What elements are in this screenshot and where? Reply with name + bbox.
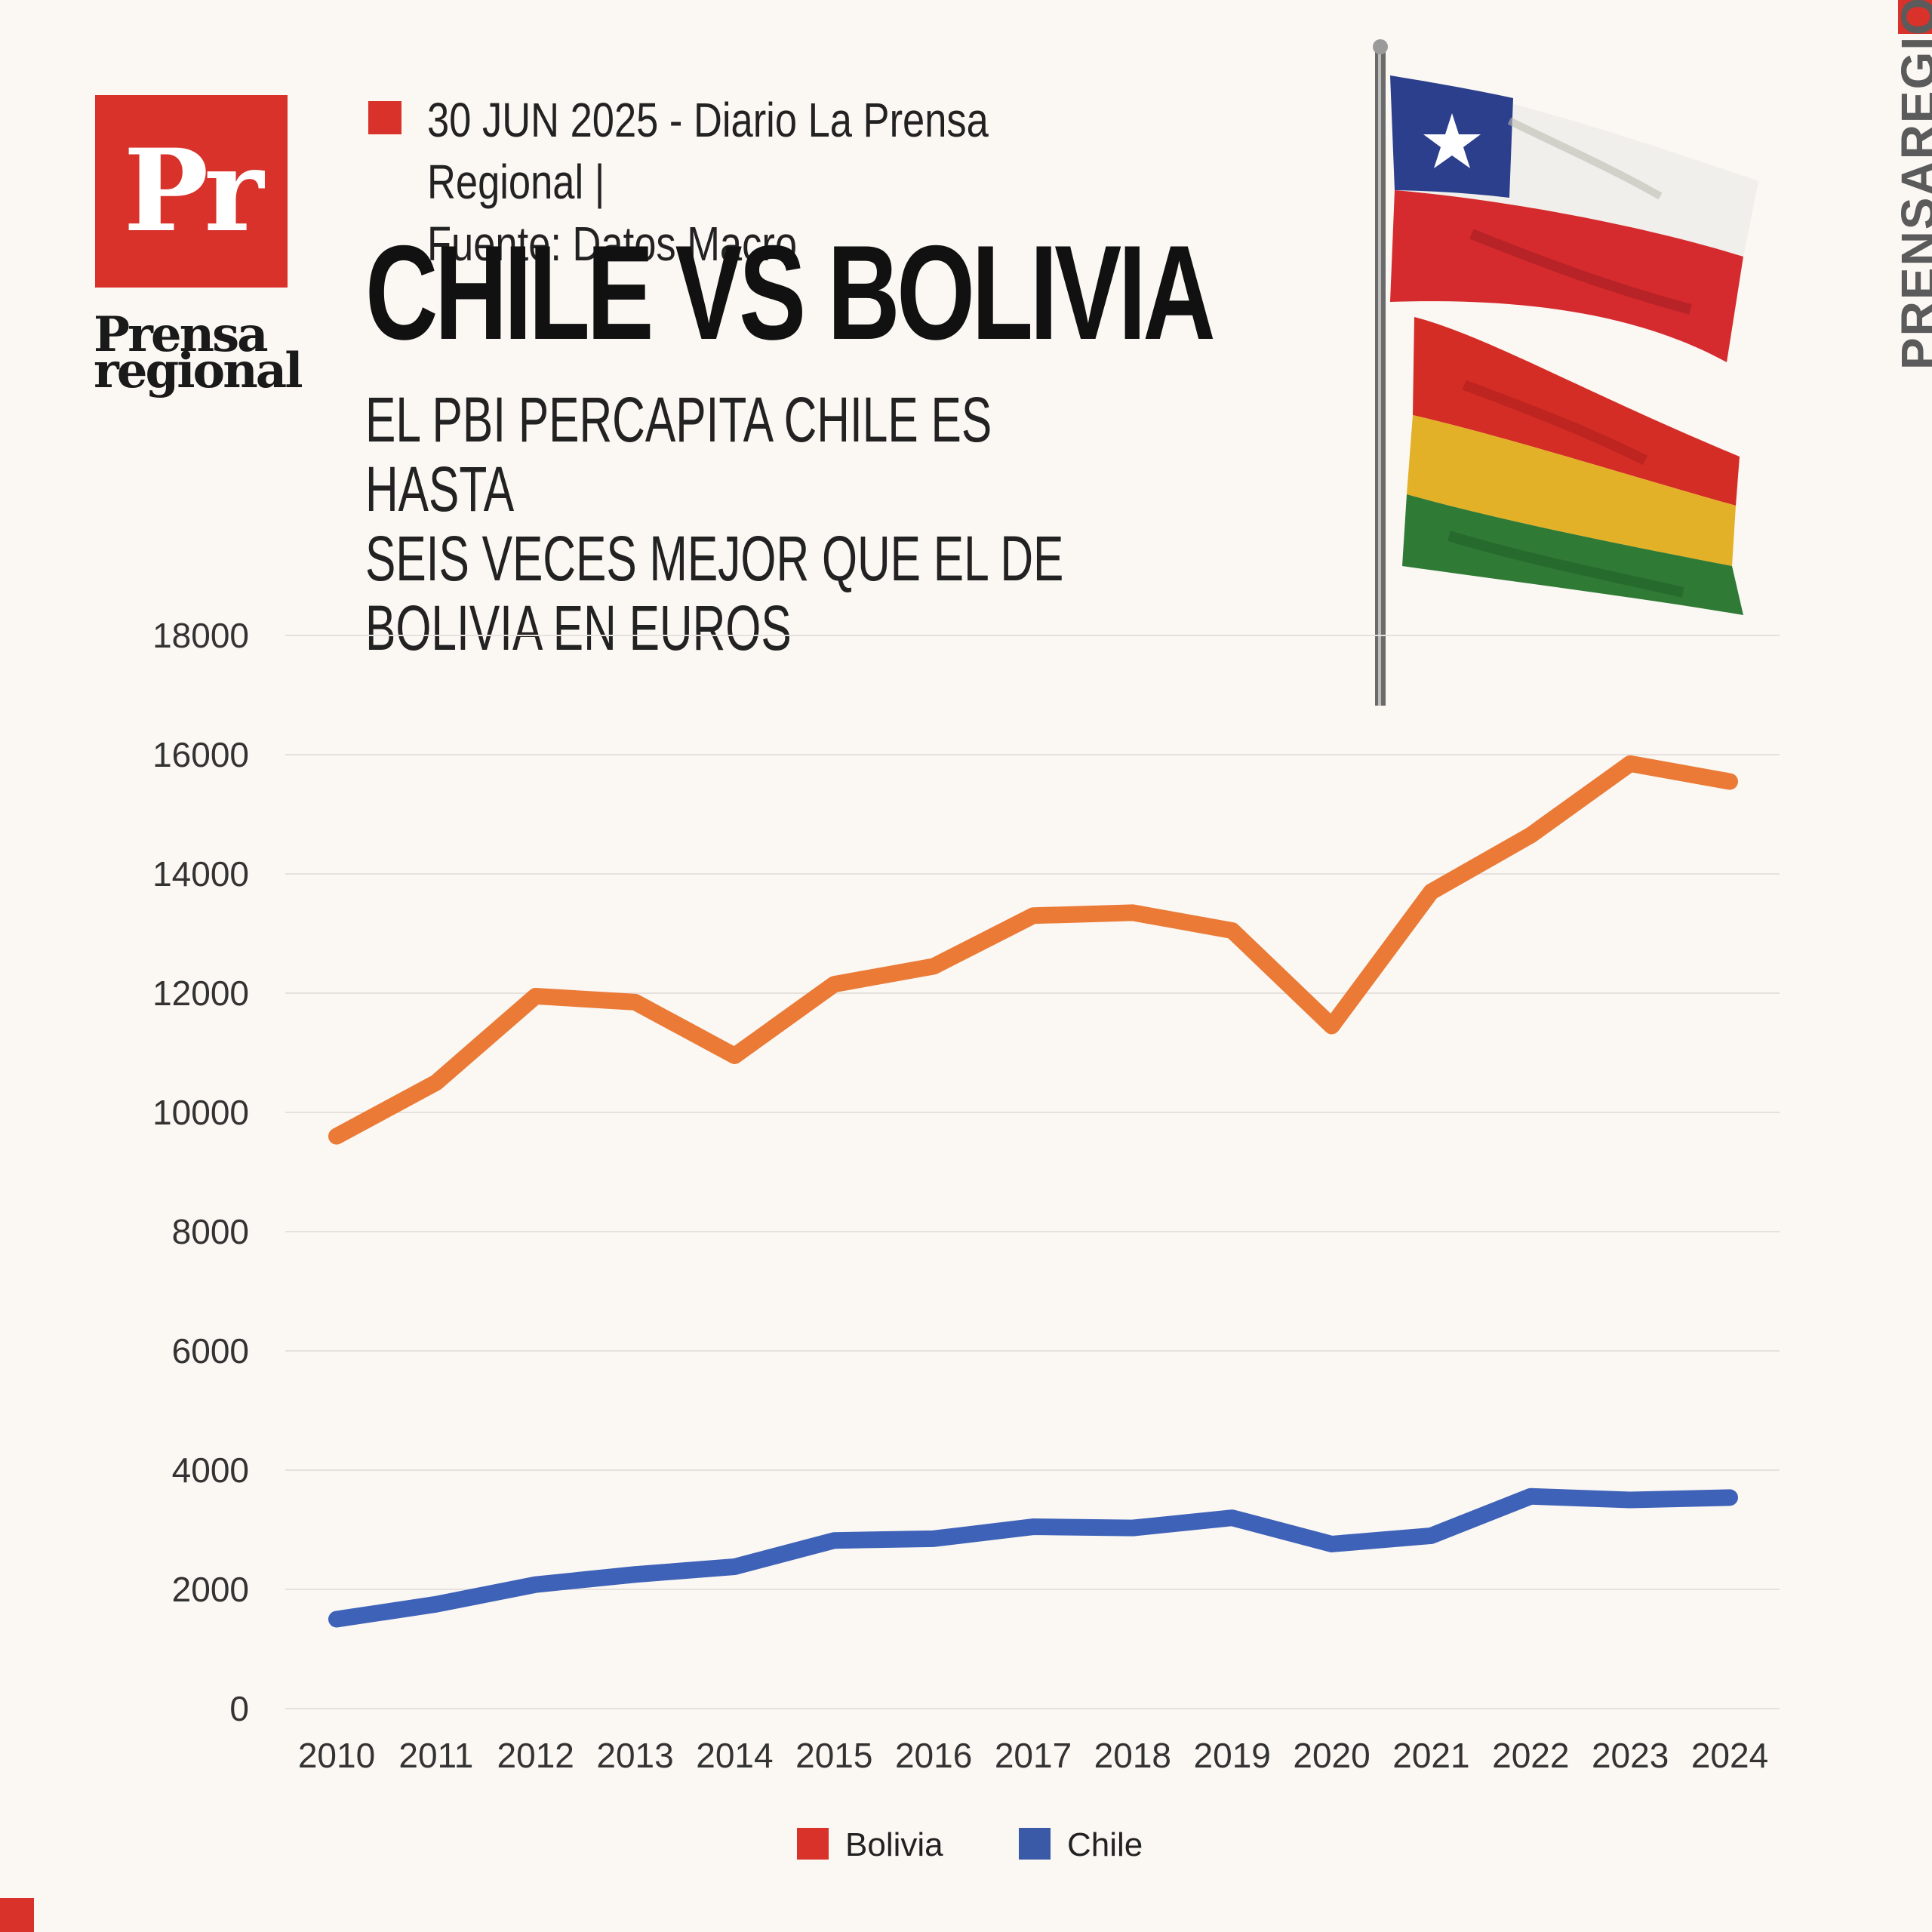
meta-date-source: 30 JUN 2025 - Diario La Prensa Regional … [427,93,989,209]
x-tick-label: 2015 [795,1736,872,1775]
data-point-chile [1032,1526,1034,1528]
data-point-bolivia [1629,762,1632,764]
y-tick-label: 10000 [152,1093,249,1132]
meta-source: Fuente: Datos Macro [427,217,798,271]
x-tick-label: 2013 [596,1736,673,1775]
x-tick-label: 2016 [895,1736,972,1775]
legend-label-bolivia: Bolivia [845,1826,943,1863]
y-axis: 0 2000 4000 6000 8000 10000 12000 14000 16000 180… [152,616,249,1728]
data-point-bolivia [1430,891,1432,893]
y-tick-label: 2000 [172,1570,249,1609]
x-tick-label: 2021 [1392,1736,1469,1775]
legend-label-chile: Chile [1067,1826,1143,1863]
flags-illustration [1373,39,1758,706]
data-point-bolivia [734,1054,736,1057]
data-point-chile [1629,1499,1632,1501]
data-point-bolivia [1331,1025,1333,1027]
chart-series [328,755,1738,1628]
y-tick-label: 4000 [172,1451,249,1490]
x-tick-label: 2012 [497,1736,574,1775]
x-tick-label: 2023 [1592,1736,1669,1775]
data-point-bolivia [1032,915,1034,917]
brand-logo-word-prensa: Prensa [94,306,269,363]
flagpole [1373,39,1388,706]
meta-info: 30 JUN 2025 - Diario La Prensa Regional … [427,89,1108,275]
data-point-bolivia [933,965,935,968]
corner-accent-top-right [1898,0,1932,34]
data-point-bolivia [435,1081,437,1084]
data-point-bolivia [833,983,835,986]
data-point-chile [1530,1495,1532,1497]
y-tick-label: 6000 [172,1331,249,1371]
data-point-bolivia [1729,780,1730,783]
data-point-chile [1131,1527,1134,1529]
x-tick-label: 2011 [398,1736,473,1775]
brand-logo: Pr [95,95,288,288]
legend-swatch-chile [1019,1828,1051,1860]
data-point-chile [1331,1543,1333,1545]
data-point-chile [634,1574,636,1576]
data-point-chile [833,1540,835,1542]
data-point-bolivia [1530,834,1532,836]
chart-grid [285,635,1780,1709]
y-tick-label: 16000 [152,735,249,774]
data-point-chile [1231,1517,1233,1519]
y-tick-label: 8000 [172,1212,249,1251]
x-tick-label: 2014 [696,1736,773,1775]
brand-logo-word-regional: regional [94,343,303,399]
series-line-bolivia [328,755,1738,1145]
data-point-bolivia [1231,930,1233,932]
data-point-bolivia [1131,912,1134,914]
x-tick-label: 2022 [1492,1736,1569,1775]
chart-legend: Bolivia Chile [797,1826,1143,1863]
data-point-chile [435,1603,437,1605]
data-point-chile [336,1618,337,1620]
data-point-bolivia [534,995,537,997]
x-tick-label: 2018 [1094,1736,1171,1775]
corner-accent-bottom-left [0,1898,34,1932]
y-tick-label: 14000 [152,854,249,894]
subtitle-line-1: EL PBI PERCAPITA CHILE ES HASTA [365,384,992,525]
x-tick-label: 2017 [995,1736,1072,1775]
x-tick-label: 2010 [298,1736,375,1775]
page-subtitle: EL PBI PERCAPITA CHILE ES HASTA SEIS VEC… [365,385,1072,663]
y-tick-label: 0 [229,1689,249,1728]
series-line-chile [328,1487,1738,1628]
y-tick-label: 12000 [152,974,249,1013]
data-point-chile [933,1537,935,1540]
data-point-chile [1430,1534,1432,1537]
meta-bullet-icon [368,101,401,134]
chile-flag-icon [1390,75,1758,362]
x-tick-label: 2024 [1691,1736,1768,1775]
data-point-chile [1729,1497,1730,1499]
legend-swatch-bolivia [797,1828,829,1860]
x-tick-label: 2019 [1194,1736,1271,1775]
y-tick-label: 18000 [152,616,249,655]
data-point-chile [534,1583,537,1586]
data-point-chile [734,1565,736,1567]
data-point-bolivia [336,1135,337,1137]
subtitle-line-2: SEIS VECES MEJOR QUE EL DE [365,523,1064,594]
bolivia-flag-icon [1402,317,1743,615]
x-axis: 2010 2011 2012 2013 2014 2015 2016 2017 2018 2019… [298,1736,1768,1775]
subtitle-line-3: BOLIVIA EN EUROS [365,592,792,663]
x-tick-label: 2020 [1293,1736,1370,1775]
data-point-bolivia [634,1001,636,1003]
